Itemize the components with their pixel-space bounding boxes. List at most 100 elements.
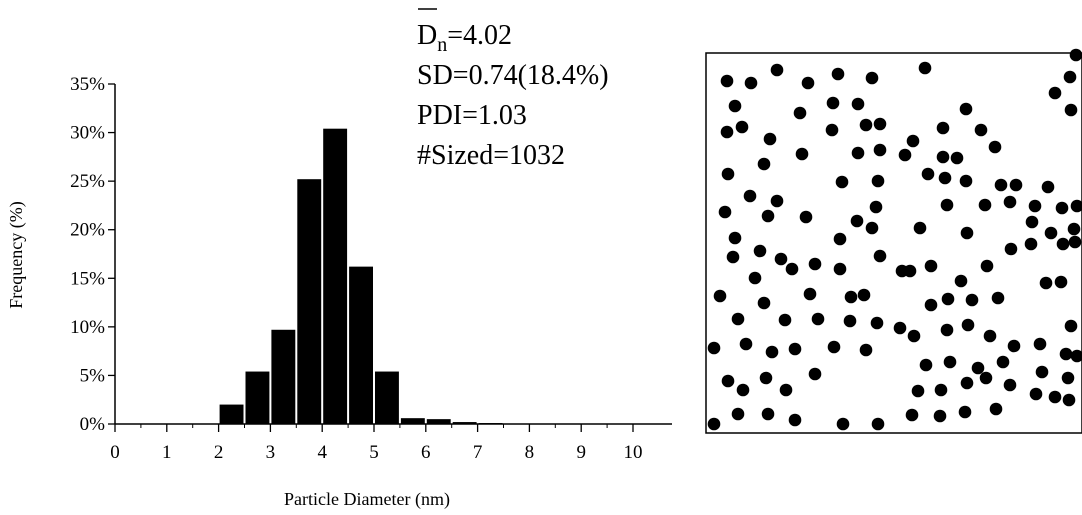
- x-tick-label: 0: [110, 442, 120, 463]
- particle-dot: [940, 198, 954, 212]
- particle-dot: [918, 61, 932, 75]
- particle-dot: [763, 132, 777, 146]
- particle-dot: [788, 413, 802, 427]
- particle-dot: [1062, 393, 1076, 407]
- particle-dot: [959, 174, 973, 188]
- particle-dot: [911, 384, 925, 398]
- histogram-bar: [426, 419, 451, 424]
- histogram-bars: [219, 128, 555, 425]
- particle-dot: [1007, 339, 1021, 353]
- particle-dot: [869, 200, 883, 214]
- y-tick-label: 25%: [70, 171, 105, 192]
- particle-dot: [921, 167, 935, 181]
- particle-dot: [744, 76, 758, 90]
- particle-dot: [983, 329, 997, 343]
- particle-dot: [774, 252, 788, 266]
- x-tick-label: 8: [525, 442, 535, 463]
- particle-dot: [778, 313, 792, 327]
- particle-dot: [905, 408, 919, 422]
- particle-dot: [895, 264, 909, 278]
- particle-dot: [865, 71, 879, 85]
- particle-dot: [980, 259, 994, 273]
- particle-dot: [1033, 337, 1047, 351]
- particle-dot: [761, 209, 775, 223]
- particle-dot: [726, 250, 740, 264]
- particle-dot: [1055, 201, 1069, 215]
- sd-stat: SD=0.74(18.4%): [417, 60, 609, 91]
- particle-dot: [907, 329, 921, 343]
- x-tick-label: 4: [317, 442, 327, 463]
- particle-dot: [835, 175, 849, 189]
- particle-dot: [843, 314, 857, 328]
- particle-dot: [785, 262, 799, 276]
- histogram-bar: [375, 371, 399, 424]
- particle-dot: [721, 374, 735, 388]
- particle-dot: [1056, 237, 1070, 251]
- particle-dot: [994, 178, 1008, 192]
- particle-dot: [793, 106, 807, 120]
- y-tick-label: 35%: [70, 74, 105, 95]
- particle-dot: [934, 383, 948, 397]
- particle-dot: [765, 345, 779, 359]
- particle-dot: [965, 293, 979, 307]
- histogram-bar: [271, 329, 296, 424]
- histogram-bar: [452, 422, 477, 424]
- particle-dot: [974, 123, 988, 137]
- particle-dot: [753, 244, 767, 258]
- particle-dot: [799, 210, 813, 224]
- particle-dot: [859, 343, 873, 357]
- histogram-bar: [323, 128, 348, 424]
- dn-value: =4.02: [447, 20, 512, 51]
- particle-dot: [1041, 180, 1055, 194]
- particle-dot: [865, 221, 879, 235]
- particle-dot: [743, 189, 757, 203]
- particle-dot: [1064, 319, 1078, 333]
- particle-dot: [831, 67, 845, 81]
- x-tick-label: 2: [214, 442, 224, 463]
- particle-dot: [1028, 199, 1042, 213]
- x-tick-label: 10: [624, 442, 643, 463]
- particle-dot: [933, 409, 947, 423]
- particle-dot: [770, 194, 784, 208]
- particle-dot: [950, 151, 964, 165]
- particle-dot: [833, 262, 847, 276]
- particle-dot: [825, 123, 839, 137]
- particle-dot: [1003, 378, 1017, 392]
- particle-dot: [938, 171, 952, 185]
- particle-dot: [811, 312, 825, 326]
- y-axis-ticks: 0% 5% 10% 15% 20% 25% 30% 35%: [70, 74, 115, 435]
- particle-dot: [988, 140, 1002, 154]
- particle-dot: [1067, 222, 1081, 236]
- particle-dot: [718, 205, 732, 219]
- particle-dot: [1059, 347, 1073, 361]
- pdi-stat: PDI=1.03: [417, 100, 527, 131]
- particle-dot: [713, 289, 727, 303]
- particle-dot: [870, 316, 884, 330]
- particle-dot: [936, 150, 950, 164]
- particle-dot: [1039, 276, 1053, 290]
- particle-dot: [898, 148, 912, 162]
- particle-dot: [795, 147, 809, 161]
- particle-dot: [989, 402, 1003, 416]
- histogram-bar: [297, 179, 322, 424]
- particle-dot: [996, 355, 1010, 369]
- particle-dot: [721, 167, 735, 181]
- particle-dot: [871, 417, 885, 431]
- particle-dot: [803, 287, 817, 301]
- dn-symbol: D: [417, 20, 437, 51]
- particle-dot: [1070, 199, 1082, 213]
- particle-dot: [991, 291, 1005, 305]
- particle-dot: [850, 214, 864, 228]
- particle-dot: [958, 405, 972, 419]
- particle-dot: [940, 323, 954, 337]
- particle-dot: [1064, 103, 1078, 117]
- particle-dot: [941, 292, 955, 306]
- particle-dots: [707, 48, 1082, 431]
- particle-dot: [961, 318, 975, 332]
- particle-dot: [731, 312, 745, 326]
- y-tick-label: 0%: [80, 414, 106, 435]
- particle-dot: [707, 417, 721, 431]
- particle-dot: [906, 134, 920, 148]
- particle-dot: [836, 417, 850, 431]
